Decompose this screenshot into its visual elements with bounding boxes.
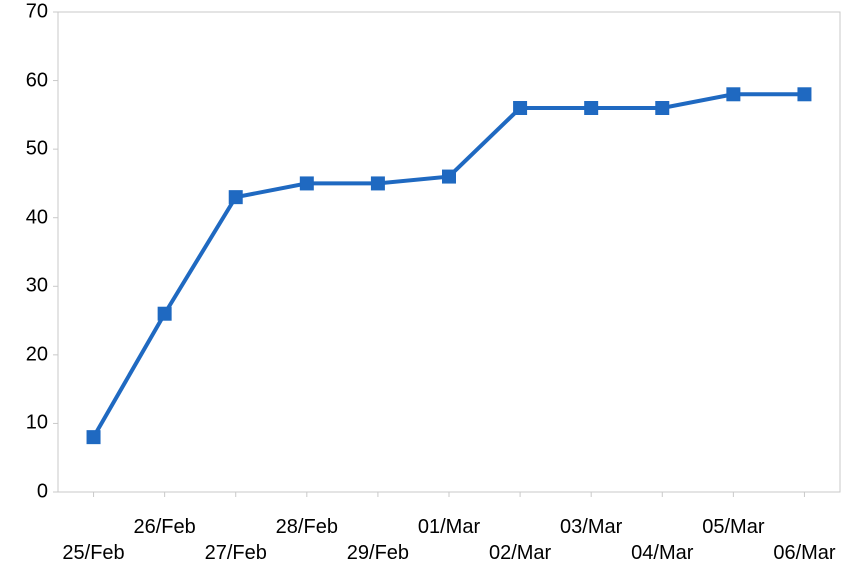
chart-canvas bbox=[0, 0, 852, 584]
line-chart: 0 10 20 30 40 50 60 70 25/Feb 26/Feb 27/Feb 28/Feb 2… bbox=[0, 0, 852, 584]
x-tick-label: 06/Mar bbox=[773, 542, 835, 565]
y-tick-label: 20 bbox=[26, 343, 48, 366]
x-tick-label: 26/Feb bbox=[133, 516, 195, 539]
y-tick-label: 10 bbox=[26, 412, 48, 435]
y-tick-label: 70 bbox=[26, 1, 48, 24]
x-tick-label: 29/Feb bbox=[347, 542, 409, 565]
x-tick-label: 04/Mar bbox=[631, 542, 693, 565]
y-tick-label: 30 bbox=[26, 275, 48, 298]
x-tick-label: 03/Mar bbox=[560, 516, 622, 539]
x-tick-label: 02/Mar bbox=[489, 542, 551, 565]
x-tick-label: 01/Mar bbox=[418, 516, 480, 539]
x-tick-label: 25/Feb bbox=[62, 542, 124, 565]
y-tick-label: 0 bbox=[37, 481, 48, 504]
y-tick-label: 50 bbox=[26, 138, 48, 161]
x-tick-label: 05/Mar bbox=[702, 516, 764, 539]
y-tick-label: 60 bbox=[26, 69, 48, 92]
x-tick-label: 28/Feb bbox=[276, 516, 338, 539]
y-tick-label: 40 bbox=[26, 206, 48, 229]
x-tick-label: 27/Feb bbox=[205, 542, 267, 565]
